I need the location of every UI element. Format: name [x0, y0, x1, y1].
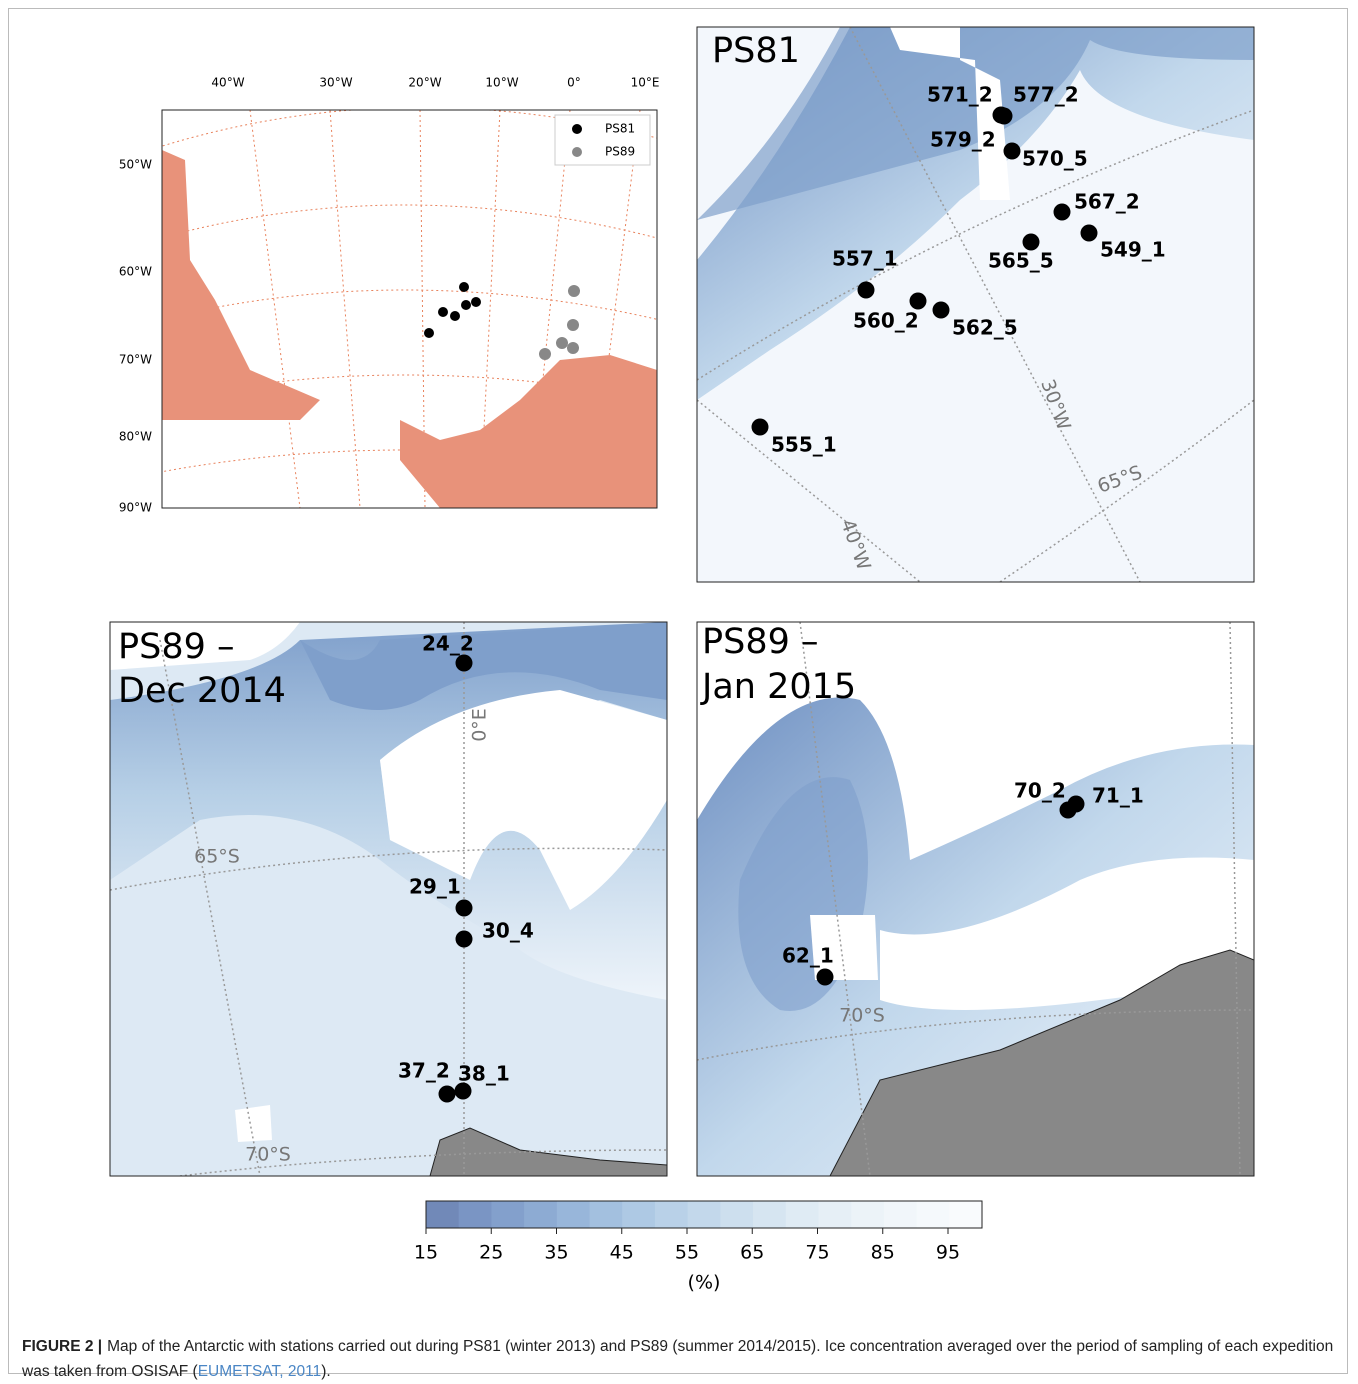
lon-label: 0°: [567, 76, 581, 90]
grid-label: 65°S: [194, 846, 240, 868]
lat-label: 90°W: [119, 501, 152, 515]
colorbar-cell: [688, 1201, 721, 1228]
station-label: 557_1: [832, 247, 898, 271]
colorbar-cell: [884, 1201, 917, 1228]
colorbar-tick-label: 55: [675, 1242, 699, 1264]
colorbar-cell: [622, 1201, 655, 1228]
station-label: 560_2: [853, 309, 919, 333]
ps81-map: [697, 27, 1254, 582]
caption: FIGURE 2 |Map of the Antarctic with stat…: [22, 1334, 1337, 1384]
colorbar-cell: [655, 1201, 688, 1228]
colorbar-cell: [786, 1201, 819, 1228]
colorbar-cell: [491, 1201, 524, 1228]
station-marker: [456, 655, 473, 672]
overview-map: [120, 107, 700, 508]
colorbar-tick-label: 85: [871, 1242, 895, 1264]
station-label: 577_2: [1013, 83, 1079, 107]
station-label: 71_1: [1092, 784, 1144, 808]
lon-label: 20°W: [408, 76, 441, 90]
caption-label: FIGURE 2 |: [22, 1338, 102, 1355]
colorbar-cell: [557, 1201, 590, 1228]
lon-label: 40°W: [211, 76, 244, 90]
colorbar-cell: [720, 1201, 753, 1228]
station-marker: [439, 1086, 456, 1103]
grid-label: 70°S: [245, 1144, 291, 1166]
colorbar-tick-label: 75: [805, 1242, 829, 1264]
station-label: 37_2: [398, 1059, 450, 1083]
colorbar: 15 25 35 45 55 65 75 85 95: [414, 1201, 983, 1264]
station-marker: [1068, 796, 1085, 813]
legend-label: PS81: [605, 122, 635, 136]
lat-label: 60°W: [119, 265, 152, 279]
panel-title: PS89 –: [118, 627, 234, 667]
colorbar-cell: [949, 1201, 982, 1228]
colorbar-label: (%): [688, 1272, 721, 1294]
panel-title: Jan 2015: [700, 667, 856, 707]
station-label: 571_2: [927, 83, 993, 107]
colorbar-tick-label: 65: [740, 1242, 764, 1264]
station-label: 555_1: [771, 433, 837, 457]
station-marker: [456, 931, 473, 948]
grid-label: 0°E: [469, 708, 491, 742]
grid-label: 70°S: [839, 1005, 885, 1027]
lon-label: 30°W: [319, 76, 352, 90]
station-label: 579_2: [930, 128, 996, 152]
panel-title: PS81: [712, 31, 800, 71]
panel-title: PS89 –: [702, 622, 818, 662]
colorbar-tick-label: 25: [479, 1242, 503, 1264]
station-label: 70_2: [1014, 779, 1066, 803]
station-label: 30_4: [482, 919, 534, 943]
station-label: 38_1: [458, 1062, 510, 1086]
station-marker: [858, 282, 875, 299]
station-label: 29_1: [409, 875, 461, 899]
station-marker: [1081, 225, 1098, 242]
station-marker: [996, 108, 1013, 125]
lat-label: 80°W: [119, 430, 152, 444]
colorbar-tick-label: 15: [414, 1242, 438, 1264]
station-marker: [752, 419, 769, 436]
lat-label: 70°W: [119, 353, 152, 367]
lat-label: 50°W: [119, 158, 152, 172]
panel-title: Dec 2014: [118, 671, 286, 711]
colorbar-tick-label: 45: [610, 1242, 634, 1264]
colorbar-tick-label: 35: [544, 1242, 568, 1264]
station-marker: [933, 302, 950, 319]
colorbar-cell: [851, 1201, 884, 1228]
station-label: 24_2: [422, 632, 474, 656]
page: 15 25 35 45 55 65 75 85 95 (%) 40°W 30°W 20°W 10°W 0…: [0, 0, 1358, 1384]
legend-label: PS89: [605, 145, 635, 159]
caption-link[interactable]: EUMETSAT, 2011: [198, 1363, 321, 1380]
station-label: 62_1: [782, 944, 834, 968]
caption-end: ).: [321, 1363, 330, 1380]
colorbar-cell: [524, 1201, 557, 1228]
colorbar-cell: [426, 1201, 459, 1228]
figure: 15 25 35 45 55 65 75 85 95 (%) 40°W 30°W 20°W 10°W 0…: [0, 0, 1358, 1310]
station-label: 562_5: [952, 316, 1018, 340]
station-label: 570_5: [1022, 147, 1088, 171]
station-marker: [817, 969, 834, 986]
station-marker: [1054, 204, 1071, 221]
station-marker: [910, 293, 927, 310]
station-label: 549_1: [1100, 238, 1166, 262]
station-label: 565_5: [988, 249, 1054, 273]
colorbar-cell: [818, 1201, 851, 1228]
lon-label: 10°W: [485, 76, 518, 90]
colorbar-cell: [753, 1201, 786, 1228]
colorbar-cell: [590, 1201, 623, 1228]
lon-label: 10°E: [631, 76, 660, 90]
colorbar-cell: [459, 1201, 492, 1228]
colorbar-cell: [917, 1201, 950, 1228]
colorbar-tick-label: 95: [936, 1242, 960, 1264]
station-label: 567_2: [1074, 190, 1140, 214]
station-marker: [456, 900, 473, 917]
station-marker: [1004, 143, 1021, 160]
